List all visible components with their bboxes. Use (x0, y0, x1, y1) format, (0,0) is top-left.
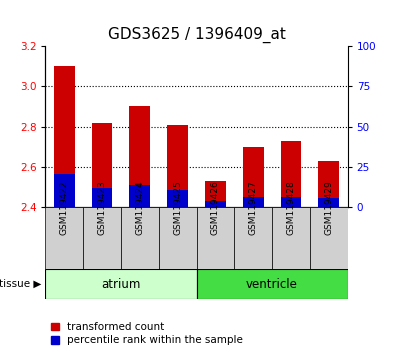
Bar (280, 141, 301, 207)
Text: GSM119426: GSM119426 (211, 180, 220, 235)
Bar (121, 207, 159, 269)
Bar (167, 190, 188, 207)
Bar (197, 269, 348, 299)
Text: GSM119424: GSM119424 (135, 180, 144, 235)
Bar (159, 207, 197, 269)
Text: tissue ▶: tissue ▶ (0, 279, 41, 289)
Bar (280, 197, 301, 207)
Bar (54, 66, 75, 207)
Text: ventricle: ventricle (246, 278, 298, 291)
Bar (92, 188, 113, 207)
Text: GSM119429: GSM119429 (324, 180, 333, 235)
Title: GDS3625 / 1396409_at: GDS3625 / 1396409_at (107, 27, 286, 43)
Bar (197, 207, 234, 269)
Bar (205, 181, 226, 207)
Bar (45, 207, 83, 269)
Bar (318, 199, 339, 207)
Bar (272, 207, 310, 269)
Text: GSM119425: GSM119425 (173, 180, 182, 235)
Bar (243, 197, 263, 207)
Text: GSM119422: GSM119422 (60, 180, 69, 235)
Bar (243, 147, 263, 207)
Text: atrium: atrium (101, 278, 141, 291)
Bar (130, 107, 150, 207)
Bar (318, 161, 339, 207)
Bar (83, 207, 121, 269)
Bar (310, 207, 348, 269)
Text: GSM119428: GSM119428 (286, 180, 295, 235)
Text: GSM119427: GSM119427 (249, 180, 258, 235)
Bar (130, 185, 150, 207)
Bar (205, 201, 226, 207)
Bar (92, 122, 113, 207)
Legend: transformed count, percentile rank within the sample: transformed count, percentile rank withi… (51, 322, 243, 345)
Bar (234, 207, 272, 269)
Bar (167, 125, 188, 207)
Bar (45, 269, 197, 299)
Bar (54, 174, 75, 207)
Text: GSM119423: GSM119423 (98, 180, 107, 235)
